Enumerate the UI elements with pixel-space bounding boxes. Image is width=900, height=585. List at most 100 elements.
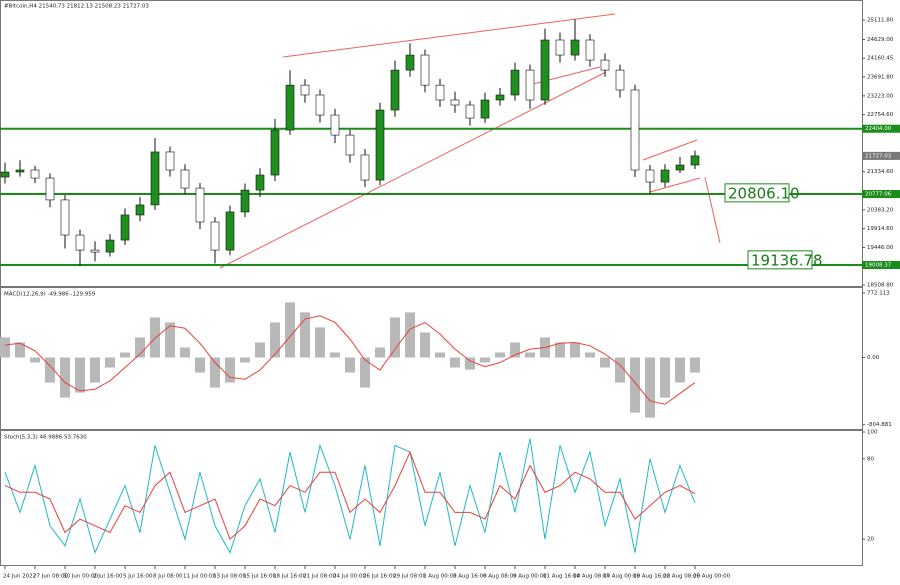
histogram-bar bbox=[45, 357, 55, 383]
trend-line bbox=[642, 139, 698, 161]
candle-body bbox=[510, 69, 520, 96]
frame bbox=[0, 0, 863, 566]
x-tick-label: 21 Jul 08:00 bbox=[303, 574, 336, 580]
candle-body bbox=[165, 151, 175, 171]
level-label-box bbox=[862, 190, 900, 199]
histogram-bar bbox=[480, 357, 490, 363]
histogram-bar bbox=[225, 357, 235, 383]
candle-body bbox=[435, 84, 445, 101]
candle-body bbox=[540, 39, 550, 101]
histogram-bar bbox=[30, 357, 40, 363]
candle-body bbox=[345, 134, 355, 156]
price-label: 21727.03 bbox=[865, 153, 892, 159]
y-tick-label: 20383.20 bbox=[867, 207, 894, 213]
candle-body bbox=[660, 169, 670, 183]
indicator-title: Stoch(5,3,3) 46.9886 53.7630 bbox=[4, 435, 87, 441]
histogram-bar bbox=[570, 342, 580, 358]
x-tick-label: 6 Aug 08:00 bbox=[483, 574, 517, 580]
histogram-bar bbox=[165, 322, 175, 358]
histogram-bar bbox=[435, 352, 445, 358]
x-tick-label: 15 Jul 16:00 bbox=[243, 574, 276, 580]
histogram-bar bbox=[210, 357, 220, 388]
candle-body bbox=[180, 169, 190, 189]
y-tick-label: 23223.00 bbox=[867, 93, 894, 99]
candle-body bbox=[315, 94, 325, 116]
candle-body bbox=[195, 187, 205, 223]
histogram-bar bbox=[150, 317, 160, 358]
y-tick-label: 0.00 bbox=[867, 355, 880, 361]
histogram-bar bbox=[330, 352, 340, 358]
candle-body bbox=[465, 104, 475, 119]
y-tick-label: -804.881 bbox=[867, 422, 892, 428]
y-tick-label: 21334.60 bbox=[867, 169, 894, 175]
trend-line bbox=[282, 13, 616, 58]
candle-body bbox=[330, 114, 340, 136]
candle-body bbox=[600, 59, 610, 71]
histogram-bar bbox=[360, 357, 370, 388]
histogram-bar bbox=[615, 357, 625, 383]
histogram-bar bbox=[60, 357, 70, 398]
y-tick-label: 24629.00 bbox=[867, 37, 894, 43]
x-tick-label: 17 Aug 00:00 bbox=[603, 574, 641, 580]
histogram-bar bbox=[600, 357, 610, 368]
histogram-bar bbox=[375, 347, 385, 358]
indicator-line bbox=[4, 450, 696, 541]
level-label: 22404.00 bbox=[865, 126, 892, 132]
candle-body bbox=[555, 39, 565, 56]
histogram-bar bbox=[465, 357, 475, 370]
histogram-bar bbox=[555, 342, 565, 358]
candle-body bbox=[0, 171, 10, 178]
y-tick-label: 23691.80 bbox=[867, 75, 894, 81]
annotation-label: 19136.78 bbox=[751, 251, 823, 269]
level-label-box bbox=[862, 124, 900, 133]
histogram-bar bbox=[240, 357, 250, 363]
x-tick-label: 14 Aug 08:00 bbox=[573, 574, 611, 580]
y-tick-label: 772.113 bbox=[867, 291, 890, 297]
candle-body bbox=[495, 94, 505, 101]
y-tick-label: 25111.80 bbox=[867, 18, 894, 24]
x-tick-label: 2 Jul 16:00 bbox=[93, 574, 123, 580]
y-tick-label: 80 bbox=[867, 456, 874, 462]
x-tick-label: 9 Aug 00:00 bbox=[513, 574, 547, 580]
candle-body bbox=[690, 155, 700, 166]
x-tick-label: 25 Aug 00:00 bbox=[693, 574, 731, 580]
histogram-bar bbox=[525, 352, 535, 358]
level-label-box bbox=[862, 260, 900, 269]
histogram-bar bbox=[345, 357, 355, 373]
y-tick-label: 19914.60 bbox=[867, 226, 894, 232]
candle-body bbox=[360, 154, 370, 181]
candle-body bbox=[375, 109, 385, 181]
histogram-bar bbox=[495, 352, 505, 358]
candle-body bbox=[120, 214, 130, 241]
histogram-bar bbox=[585, 352, 595, 358]
candle-body bbox=[105, 239, 115, 253]
y-tick-label: 100 bbox=[867, 430, 878, 436]
candle-body bbox=[480, 99, 490, 119]
histogram-bar bbox=[135, 337, 145, 358]
x-tick-label: 27 Jun 08:00 bbox=[33, 574, 68, 580]
candle-body bbox=[405, 54, 415, 71]
y-tick-label: 22754.60 bbox=[867, 112, 894, 118]
candle-body bbox=[675, 164, 685, 171]
histogram-bar bbox=[510, 342, 520, 358]
candle-body bbox=[135, 204, 145, 216]
candle-body bbox=[615, 69, 625, 91]
level-label: 20777.06 bbox=[865, 192, 892, 198]
x-tick-label: 8 Jul 08:00 bbox=[153, 574, 183, 580]
annotation-box bbox=[724, 183, 790, 203]
indicator-line bbox=[4, 438, 696, 555]
histogram-bar bbox=[15, 342, 25, 358]
candle-body bbox=[150, 151, 160, 206]
candle-body bbox=[240, 189, 250, 213]
x-tick-label: 30 Jun 00:00 bbox=[63, 574, 98, 580]
candle-body bbox=[390, 69, 400, 111]
histogram-bar bbox=[180, 347, 190, 358]
x-tick-label: 11 Jul 00:00 bbox=[183, 574, 216, 580]
histogram-bar bbox=[315, 327, 325, 358]
y-tick-label: 24160.45 bbox=[867, 56, 894, 62]
histogram-bar bbox=[285, 302, 295, 358]
x-tick-label: 29 Jul 08:00 bbox=[393, 574, 426, 580]
histogram-bar bbox=[420, 332, 430, 358]
level-label: 19008.37 bbox=[865, 262, 892, 268]
